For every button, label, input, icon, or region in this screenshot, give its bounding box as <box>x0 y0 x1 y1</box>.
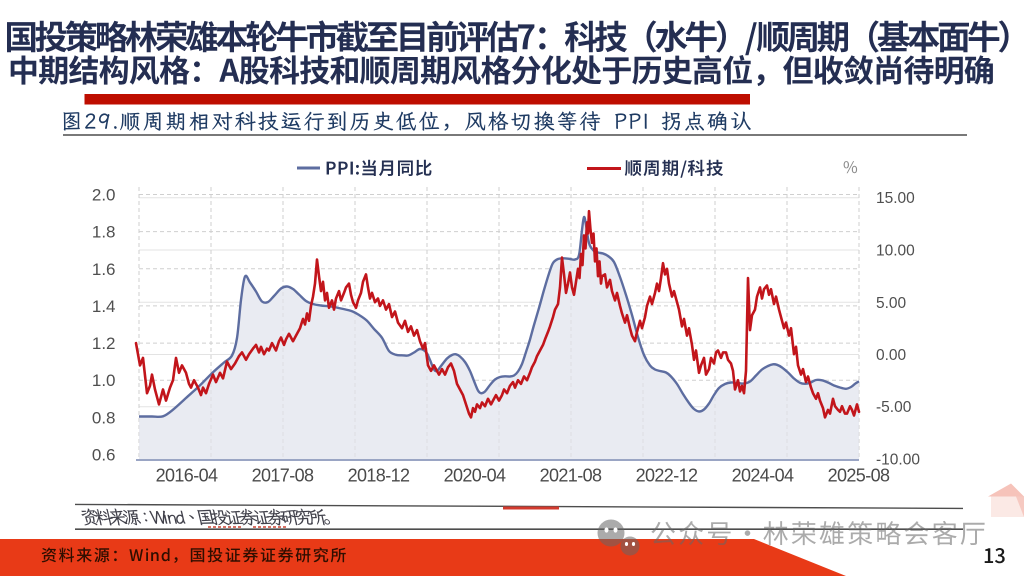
svg-text:0.00: 0.00 <box>876 347 907 364</box>
svg-text:2025-08: 2025-08 <box>828 466 890 486</box>
svg-text:1.2: 1.2 <box>92 334 116 353</box>
svg-text:2021-08: 2021-08 <box>540 466 602 486</box>
svg-text:5.00: 5.00 <box>876 295 907 312</box>
svg-text:0.6: 0.6 <box>92 446 116 465</box>
svg-text:10.00: 10.00 <box>876 243 915 260</box>
svg-text:1.8: 1.8 <box>92 223 116 242</box>
svg-text:2017-08: 2017-08 <box>252 466 314 486</box>
svg-text:2016-04: 2016-04 <box>156 466 218 486</box>
svg-text:2020-04: 2020-04 <box>444 466 506 486</box>
svg-text:2.0: 2.0 <box>92 186 116 205</box>
svg-text:1.4: 1.4 <box>92 297 116 316</box>
svg-text:2024-04: 2024-04 <box>732 466 794 486</box>
svg-text:-5.00: -5.00 <box>876 399 912 416</box>
svg-text:0.8: 0.8 <box>92 408 116 427</box>
svg-text:15.00: 15.00 <box>876 190 915 207</box>
svg-text:-10.00: -10.00 <box>876 452 920 469</box>
svg-text:2018-12: 2018-12 <box>348 466 410 486</box>
svg-text:2022-12: 2022-12 <box>636 466 698 486</box>
svg-text:1.6: 1.6 <box>92 260 116 279</box>
svg-text:1.0: 1.0 <box>92 371 116 390</box>
